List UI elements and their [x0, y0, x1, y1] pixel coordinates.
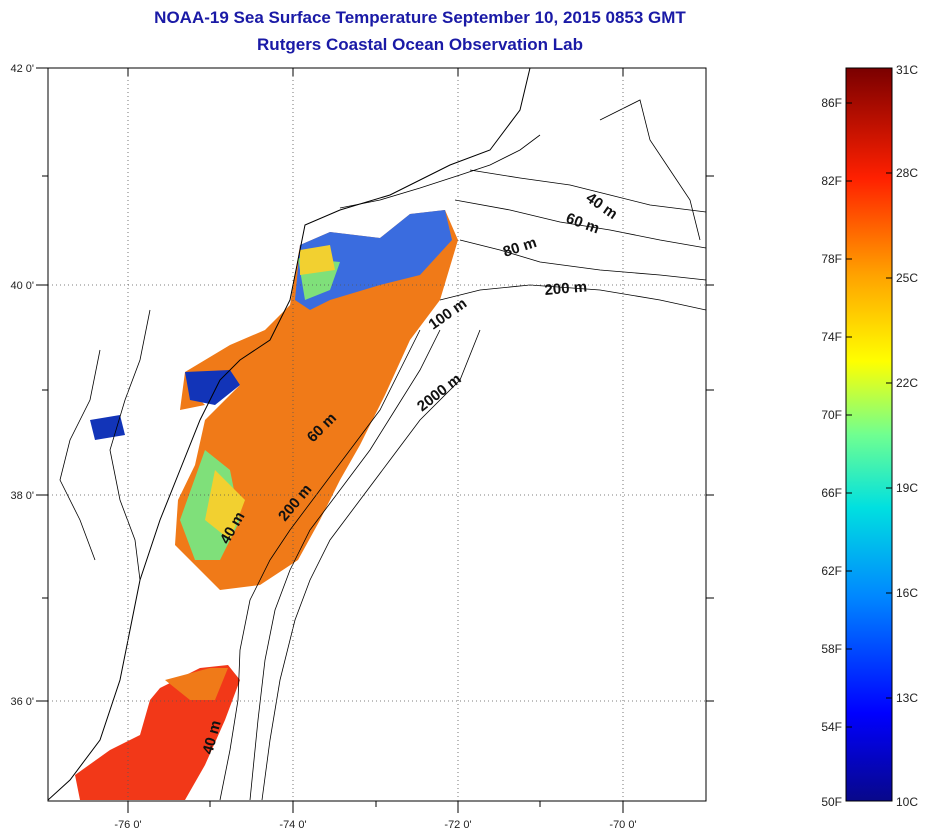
- frame-ticks: [36, 67, 714, 813]
- colorbar: [845, 67, 893, 802]
- sst-swath-north-cool: [295, 210, 452, 310]
- sst-swath-south-orange: [165, 668, 228, 700]
- colorbar-f-label: 78F: [821, 252, 842, 266]
- colorbar-f-label: 66F: [821, 486, 842, 500]
- isobath-2000m: [219, 329, 421, 801]
- isobath-shelf: [249, 329, 441, 801]
- isobath-outer: [261, 329, 481, 801]
- sst-swath-yellow: [205, 245, 335, 540]
- colorbar-c-label: 22C: [896, 376, 918, 390]
- isobath-40m: [469, 169, 706, 213]
- colorbar-c-label: 28C: [896, 166, 918, 180]
- y-tick-label: 36 0': [10, 696, 34, 708]
- map-frame: [47, 67, 707, 802]
- colorbar-c-label: 25C: [896, 271, 918, 285]
- y-tick-label: 42 0': [10, 63, 34, 75]
- sst-cold-patch: [90, 370, 240, 440]
- x-tick-label: -70 0': [609, 819, 636, 831]
- depth-label: 200 m: [544, 278, 588, 299]
- colorbar-ticks: [846, 67, 892, 802]
- isobath-200m: [439, 284, 706, 311]
- long-island: [339, 134, 541, 209]
- colorbar-f-label: 54F: [821, 720, 842, 734]
- colorbar-f-label: 62F: [821, 564, 842, 578]
- colorbar-f-label: 86F: [821, 96, 842, 110]
- colorbar-f-label: 74F: [821, 330, 842, 344]
- gridlines: [48, 68, 706, 801]
- isobath-60m: [454, 199, 706, 249]
- sst-swath-north: [175, 210, 458, 590]
- cape-cod: [599, 99, 701, 241]
- y-tick-label: 38 0': [10, 490, 34, 502]
- colorbar-c-label: 13C: [896, 691, 918, 705]
- x-tick-label: -76 0': [114, 819, 141, 831]
- x-tick-label: -72 0': [444, 819, 471, 831]
- chesapeake-bay: [59, 309, 151, 581]
- colorbar-f-label: 50F: [821, 795, 842, 809]
- colorbar-f-label: 58F: [821, 642, 842, 656]
- coastline: [48, 68, 531, 801]
- colorbar-c-label: 10C: [896, 795, 918, 809]
- map-title: NOAA-19 Sea Surface Temperature Septembe…: [154, 8, 686, 27]
- map-content: [48, 68, 706, 801]
- colorbar-c-label: 31C: [896, 63, 918, 77]
- map-subtitle: Rutgers Coastal Ocean Observation Lab: [257, 35, 583, 54]
- y-tick-label: 40 0': [10, 280, 34, 292]
- isobath-80m: [459, 239, 706, 281]
- colorbar-c-label: 16C: [896, 586, 918, 600]
- colorbar-f-label: 70F: [821, 408, 842, 422]
- colorbar-c-label: 19C: [896, 481, 918, 495]
- x-tick-label: -74 0': [279, 819, 306, 831]
- colorbar-f-label: 82F: [821, 174, 842, 188]
